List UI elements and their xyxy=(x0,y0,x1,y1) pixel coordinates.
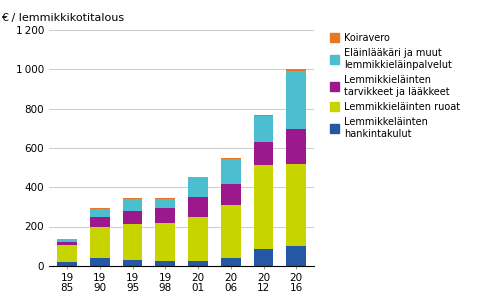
Bar xyxy=(123,223,142,260)
Bar xyxy=(123,198,142,199)
Bar xyxy=(90,258,109,266)
Bar xyxy=(286,69,306,72)
Bar xyxy=(188,178,208,197)
Bar xyxy=(254,142,273,165)
Bar xyxy=(254,249,273,266)
Bar xyxy=(57,245,77,262)
Bar xyxy=(286,164,306,246)
Bar xyxy=(188,217,208,261)
Bar xyxy=(221,184,241,205)
Bar xyxy=(90,226,109,258)
Bar xyxy=(156,198,175,199)
Bar xyxy=(123,211,142,223)
Bar xyxy=(156,261,175,266)
Bar xyxy=(123,199,142,211)
Bar xyxy=(254,116,273,142)
Bar xyxy=(221,258,241,266)
Text: € / lemmikkikotitalous: € / lemmikkikotitalous xyxy=(1,13,125,23)
Bar xyxy=(286,72,306,129)
Bar xyxy=(221,158,241,159)
Bar xyxy=(188,261,208,266)
Bar xyxy=(123,260,142,266)
Bar xyxy=(221,205,241,258)
Bar xyxy=(57,239,77,242)
Bar xyxy=(156,208,175,223)
Bar xyxy=(57,262,77,266)
Bar xyxy=(286,129,306,164)
Bar xyxy=(90,208,109,209)
Bar xyxy=(57,242,77,245)
Bar xyxy=(156,199,175,208)
Bar xyxy=(286,246,306,266)
Bar xyxy=(90,209,109,217)
Bar xyxy=(221,159,241,184)
Legend: Koiravero, Eläinlääkäri ja muut
lemmikkieläinpalvelut, Lemmikkieläinten
tarvikke: Koiravero, Eläinlääkäri ja muut lemmikki… xyxy=(330,33,461,139)
Bar xyxy=(90,217,109,226)
Bar xyxy=(254,165,273,249)
Bar xyxy=(188,197,208,217)
Bar xyxy=(156,223,175,261)
Bar xyxy=(254,115,273,116)
